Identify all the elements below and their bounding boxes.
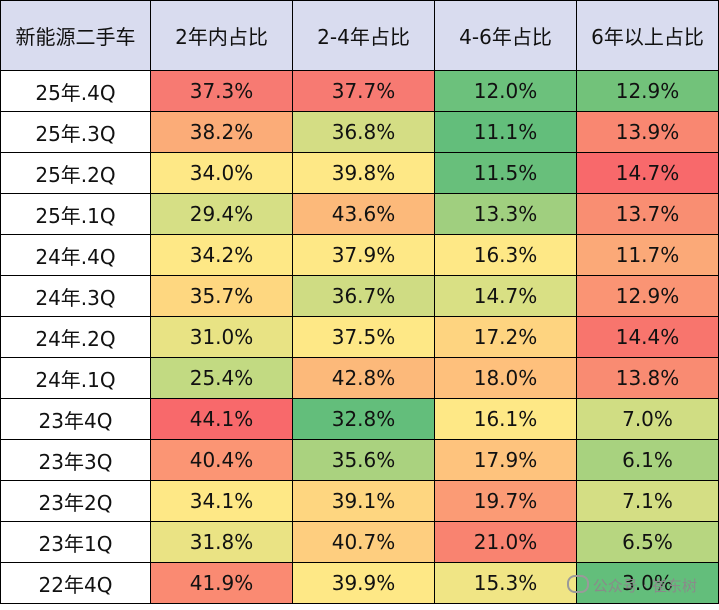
value-cell: 36.7%	[292, 275, 435, 317]
value-cell: 17.9%	[434, 439, 577, 481]
value-cell: 16.3%	[434, 234, 577, 276]
value-cell: 37.7%	[292, 70, 435, 112]
value-cell: 14.7%	[434, 275, 577, 317]
value-cell: 13.8%	[576, 357, 719, 399]
table-row: 23年1Q 31.8% 40.7% 21.0% 6.5%	[0, 521, 719, 563]
value-cell: 41.9%	[150, 562, 293, 604]
value-cell: 11.7%	[576, 234, 719, 276]
value-cell: 40.7%	[292, 521, 435, 563]
row-label: 23年1Q	[0, 521, 151, 563]
table-row: 25年.1Q 29.4% 43.6% 13.3% 13.7%	[0, 193, 719, 235]
table-row: 24年.4Q 34.2% 37.9% 16.3% 11.7%	[0, 234, 719, 276]
value-cell: 13.9%	[576, 111, 719, 153]
value-cell: 37.9%	[292, 234, 435, 276]
value-cell: 19.7%	[434, 480, 577, 522]
column-header: 2年内占比	[150, 0, 293, 71]
value-cell: 7.1%	[576, 480, 719, 522]
value-cell: 12.9%	[576, 275, 719, 317]
row-label: 23年4Q	[0, 398, 151, 440]
row-label: 24年.2Q	[0, 316, 151, 358]
value-cell: 6.1%	[576, 439, 719, 481]
value-cell: 36.8%	[292, 111, 435, 153]
value-cell: 14.4%	[576, 316, 719, 358]
table-row: 22年4Q 41.9% 39.9% 15.3% 3.0%	[0, 562, 719, 604]
value-cell: 7.0%	[576, 398, 719, 440]
value-cell: 42.8%	[292, 357, 435, 399]
value-cell: 44.1%	[150, 398, 293, 440]
row-label: 24年.3Q	[0, 275, 151, 317]
row-label: 25年.1Q	[0, 193, 151, 235]
row-label: 25年.4Q	[0, 70, 151, 112]
table-row: 23年3Q 40.4% 35.6% 17.9% 6.1%	[0, 439, 719, 481]
header-row-label: 新能源二手车	[0, 0, 151, 71]
table-row: 24年.3Q 35.7% 36.7% 14.7% 12.9%	[0, 275, 719, 317]
value-cell: 13.3%	[434, 193, 577, 235]
value-cell: 32.8%	[292, 398, 435, 440]
table-row: 24年.1Q 25.4% 42.8% 18.0% 13.8%	[0, 357, 719, 399]
value-cell: 12.0%	[434, 70, 577, 112]
value-cell: 12.9%	[576, 70, 719, 112]
value-cell: 35.6%	[292, 439, 435, 481]
value-cell: 43.6%	[292, 193, 435, 235]
table-row: 23年2Q 34.1% 39.1% 19.7% 7.1%	[0, 480, 719, 522]
table-row: 23年4Q 44.1% 32.8% 16.1% 7.0%	[0, 398, 719, 440]
wechat-icon	[566, 575, 589, 593]
value-cell: 39.1%	[292, 480, 435, 522]
value-cell: 35.7%	[150, 275, 293, 317]
value-cell: 38.2%	[150, 111, 293, 153]
watermark-text: 公众号 · 崔东树	[592, 577, 697, 595]
row-label: 25年.2Q	[0, 152, 151, 194]
value-cell: 39.8%	[292, 152, 435, 194]
value-cell: 37.3%	[150, 70, 293, 112]
column-header: 4-6年占比	[434, 0, 577, 71]
table-row: 25年.2Q 34.0% 39.8% 11.5% 14.7%	[0, 152, 719, 194]
value-cell: 14.7%	[576, 152, 719, 194]
value-cell: 31.8%	[150, 521, 293, 563]
value-cell: 34.2%	[150, 234, 293, 276]
value-cell: 18.0%	[434, 357, 577, 399]
value-cell: 16.1%	[434, 398, 577, 440]
column-header: 2-4年占比	[292, 0, 435, 71]
value-cell: 13.7%	[576, 193, 719, 235]
row-label: 25年.3Q	[0, 111, 151, 153]
value-cell: 15.3%	[434, 562, 577, 604]
table-row: 25年.4Q 37.3% 37.7% 12.0% 12.9%	[0, 70, 719, 112]
row-label: 23年2Q	[0, 480, 151, 522]
row-label: 24年.4Q	[0, 234, 151, 276]
row-label: 22年4Q	[0, 562, 151, 604]
value-cell: 21.0%	[434, 521, 577, 563]
table-row: 24年.2Q 31.0% 37.5% 17.2% 14.4%	[0, 316, 719, 358]
value-cell: 34.1%	[150, 480, 293, 522]
value-cell: 3.0%	[576, 562, 719, 604]
table-body: 25年.4Q 37.3% 37.7% 12.0% 12.9% 25年.3Q 38.2% 36.…	[0, 70, 719, 604]
value-cell: 39.9%	[292, 562, 435, 604]
value-cell: 37.5%	[292, 316, 435, 358]
watermark: 公众号 · 崔东树	[566, 575, 697, 596]
row-label: 24年.1Q	[0, 357, 151, 399]
value-cell: 29.4%	[150, 193, 293, 235]
row-label: 23年3Q	[0, 439, 151, 481]
value-cell: 17.2%	[434, 316, 577, 358]
value-cell: 31.0%	[150, 316, 293, 358]
header-row: 新能源二手车 2年内占比 2-4年占比 4-6年占比 6年以上占比	[0, 0, 719, 71]
value-cell: 25.4%	[150, 357, 293, 399]
value-cell: 11.5%	[434, 152, 577, 194]
column-header: 6年以上占比	[576, 0, 719, 71]
value-cell: 11.1%	[434, 111, 577, 153]
value-cell: 34.0%	[150, 152, 293, 194]
value-cell: 6.5%	[576, 521, 719, 563]
value-cell: 40.4%	[150, 439, 293, 481]
table-row: 25年.3Q 38.2% 36.8% 11.1% 13.9%	[0, 111, 719, 153]
